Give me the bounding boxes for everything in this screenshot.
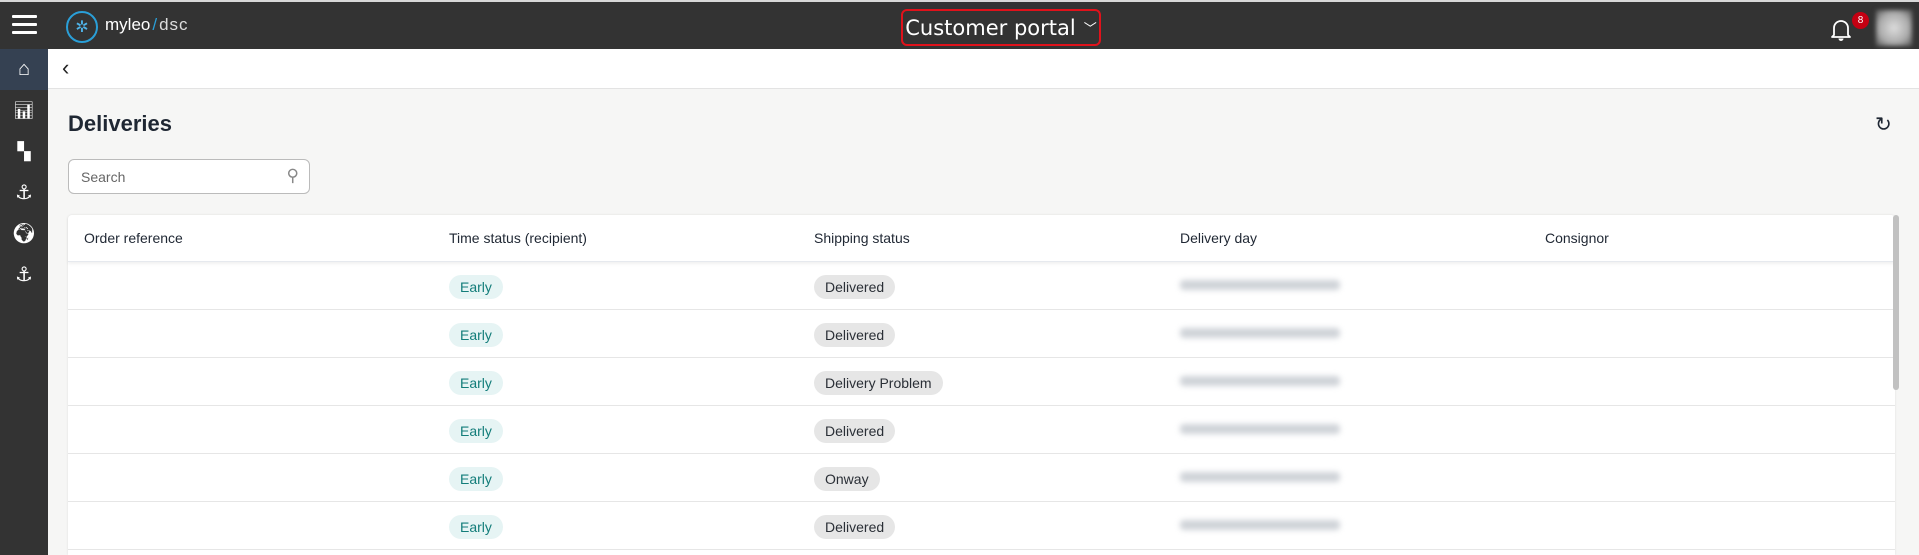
brand-suffix: dsc [159, 15, 189, 34]
chevron-down-icon: ﹀ [1083, 22, 1097, 37]
search-icon[interactable]: ⚲ [286, 166, 299, 185]
notification-badge: 8 [1852, 12, 1869, 29]
page-title: Deliveries [68, 111, 172, 136]
table-header: Order reference Time status (recipient) … [68, 215, 1895, 262]
anchor-icon: ⚓︎ [15, 182, 33, 204]
column-header-order-reference[interactable]: Order reference [84, 230, 183, 246]
search-field[interactable]: ⚲ [68, 159, 310, 194]
shipping-status-badge: Delivered [814, 275, 896, 299]
time-status-badge: Early [449, 275, 503, 299]
portal-selector[interactable]: Customer portal ﹀ [901, 9, 1101, 46]
brand-name: myleo [105, 15, 151, 34]
brand-separator: / [152, 15, 158, 34]
dashboard-icon: ▚ [17, 141, 31, 161]
sidebar-item-dashboard[interactable]: ▚ [0, 131, 48, 172]
column-header-shipping-status[interactable]: Shipping status [814, 230, 910, 246]
scrollbar[interactable] [1893, 215, 1899, 390]
sidebar-item-anchor[interactable]: ⚓︎ [0, 172, 48, 213]
delivery-day-redacted [1180, 424, 1340, 434]
table-row[interactable]: Early Delivered [68, 502, 1895, 550]
shipping-status-badge: Delivered [814, 419, 896, 443]
shipping-status-badge: Delivered [814, 323, 896, 347]
logo-icon: ✲ [66, 11, 98, 43]
shipping-status-badge: Delivery Problem [814, 371, 943, 395]
delivery-day-redacted [1180, 280, 1340, 290]
chart-icon: 📊︎ [13, 100, 35, 120]
table-row[interactable]: Early Delivered [68, 310, 1895, 358]
sidebar-item-globe[interactable]: 🌍︎ [0, 213, 48, 254]
time-status-badge: Early [449, 515, 503, 539]
home-icon: ⌂ [17, 58, 31, 80]
sidebar-item-analytics[interactable]: 📊︎ [0, 90, 48, 131]
time-status-badge: Early [449, 467, 503, 491]
sub-header: ‹ [48, 49, 1919, 89]
table-row[interactable]: Early Onway [68, 454, 1895, 502]
bell-icon[interactable] [1830, 17, 1852, 41]
table-row[interactable]: Early Delivered [68, 406, 1895, 454]
time-status-badge: Early [449, 419, 503, 443]
deliveries-table: Order reference Time status (recipient) … [68, 215, 1895, 555]
search-input[interactable] [81, 169, 261, 185]
time-status-badge: Early [449, 323, 503, 347]
delivery-day-redacted [1180, 328, 1340, 338]
portal-label: Customer portal [905, 15, 1076, 40]
sidebar-item-anchor-2[interactable]: ⚓︎ [0, 254, 48, 295]
hamburger-menu-icon[interactable] [12, 15, 37, 35]
sidebar-item-home[interactable]: ⌂ [0, 49, 48, 90]
sidebar: ⌂ 📊︎ ▚ ⚓︎ 🌍︎ ⚓︎ [0, 49, 48, 555]
delivery-day-redacted [1180, 472, 1340, 482]
shipping-status-badge: Onway [814, 467, 880, 491]
anchor-icon: ⚓︎ [15, 264, 33, 286]
delivery-day-redacted [1180, 520, 1340, 530]
delivery-day-redacted [1180, 376, 1340, 386]
table-row[interactable]: Early Delivered [68, 262, 1895, 310]
table-row[interactable]: Early Delivery Problem [68, 358, 1895, 406]
column-header-delivery-day[interactable]: Delivery day [1180, 230, 1258, 246]
time-status-badge: Early [449, 371, 503, 395]
avatar[interactable] [1876, 10, 1912, 46]
top-bar: ✲ myleo / dsc Customer portal ﹀ 8 [0, 0, 1919, 49]
column-header-time-status[interactable]: Time status (recipient) [449, 230, 587, 246]
shipping-status-badge: Delivered [814, 515, 896, 539]
back-icon[interactable]: ‹ [62, 55, 70, 80]
refresh-icon[interactable]: ↻ [1875, 114, 1892, 136]
column-header-consignor[interactable]: Consignor [1545, 230, 1609, 246]
brand: myleo / dsc [105, 15, 189, 35]
globe-icon: 🌍︎ [11, 223, 37, 245]
